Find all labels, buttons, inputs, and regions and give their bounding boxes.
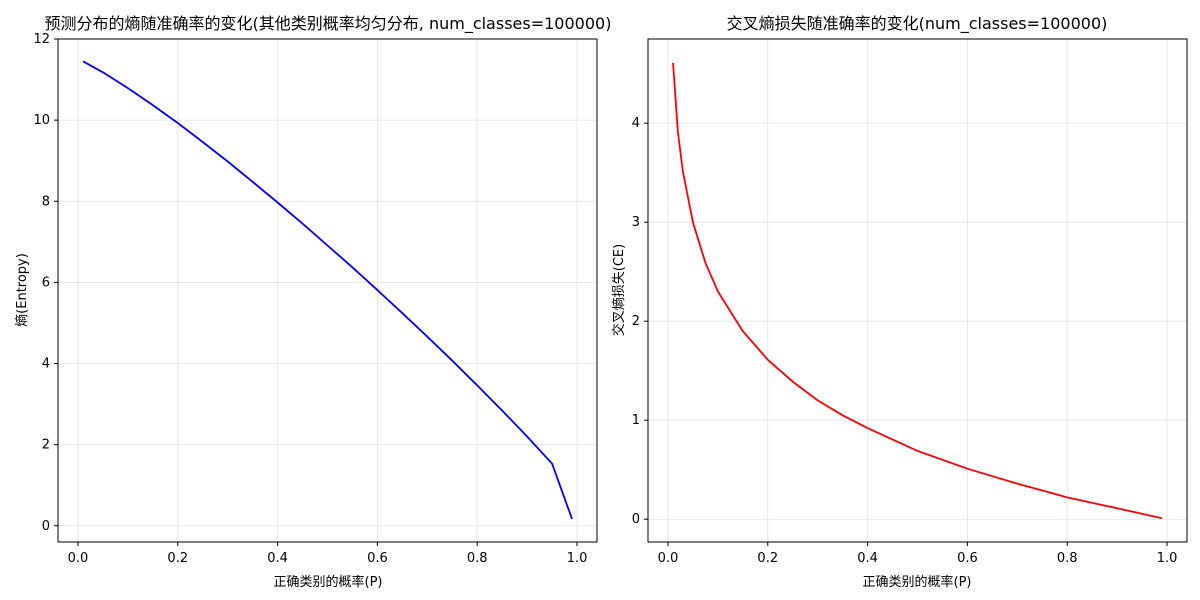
chart-right-xtick-label: 0.6	[957, 551, 978, 566]
chart-left-series-line	[82, 60, 573, 520]
chart-right-ytick-label: 3	[632, 215, 640, 230]
chart-right-series-line	[672, 62, 1163, 520]
chart-left-ytick-label: 10	[33, 113, 50, 128]
chart-right-plot-frame	[647, 38, 1188, 543]
chart-right-grid	[648, 39, 1187, 542]
chart-right-xtick-label: 0.4	[857, 551, 878, 566]
chart-right-xlabel: 正确类别的概率(P)	[863, 574, 972, 590]
chart-left-xticks: 0.0 0.2 0.4 0.6 0.8 1.0	[68, 542, 588, 566]
chart-left-title: 预测分布的熵随准确率的变化(其他类别概率均匀分布, num_classes=10…	[45, 14, 612, 34]
chart-right: 交叉熵损失随准确率的变化(num_classes=100000) 0.0 0.2 0…	[611, 14, 1188, 590]
chart-right-yticks: 0 1 2 3 4	[632, 116, 648, 527]
chart-right-lines	[672, 62, 1163, 520]
chart-left-ytick-label: 6	[42, 275, 50, 290]
chart-right-xtick-label: 0.0	[658, 551, 679, 566]
chart-left-ytick-label: 8	[42, 194, 50, 209]
chart-right-ytick-label: 1	[632, 413, 640, 428]
chart-right-title: 交叉熵损失随准确率的变化(num_classes=100000)	[727, 14, 1108, 34]
chart-right-ytick-label: 4	[632, 116, 640, 131]
chart-left-xtick-label: 0.6	[367, 551, 388, 566]
chart-right-xticks: 0.0 0.2 0.4 0.6 0.8 1.0	[658, 542, 1178, 566]
chart-right-xtick-label: 0.2	[757, 551, 778, 566]
chart-right-ytick-label: 0	[632, 512, 640, 527]
chart-left-xlabel: 正确类别的概率(P)	[274, 574, 383, 590]
chart-left-xtick-label: 1.0	[567, 551, 588, 566]
chart-left-xtick-label: 0.0	[68, 551, 89, 566]
chart-left-yticks: 0 2 4 6 8 10 12	[33, 32, 58, 534]
chart-right-ylabel: 交叉熵损失(CE)	[611, 244, 627, 336]
chart-left-ytick-label: 2	[42, 438, 50, 453]
chart-left-xtick-label: 0.2	[167, 551, 188, 566]
chart-right-xtick-label: 1.0	[1157, 551, 1178, 566]
chart-left-plot-frame	[57, 38, 598, 543]
chart-left-xtick-label: 0.8	[467, 551, 488, 566]
chart-right-xtick-label: 0.8	[1057, 551, 1078, 566]
chart-right-ytick-label: 2	[632, 314, 640, 329]
chart-left-ytick-label: 4	[42, 357, 50, 372]
chart-left-xtick-label: 0.4	[267, 551, 288, 566]
chart-left-lines	[82, 60, 573, 520]
chart-left-ylabel: 熵(Entropy)	[14, 253, 30, 327]
chart-left-ytick-label: 12	[33, 32, 50, 47]
chart-left-ytick-label: 0	[42, 519, 50, 534]
chart-left-grid	[58, 38, 597, 542]
chart-left: 预测分布的熵随准确率的变化(其他类别概率均匀分布, num_classes=10…	[14, 14, 611, 590]
